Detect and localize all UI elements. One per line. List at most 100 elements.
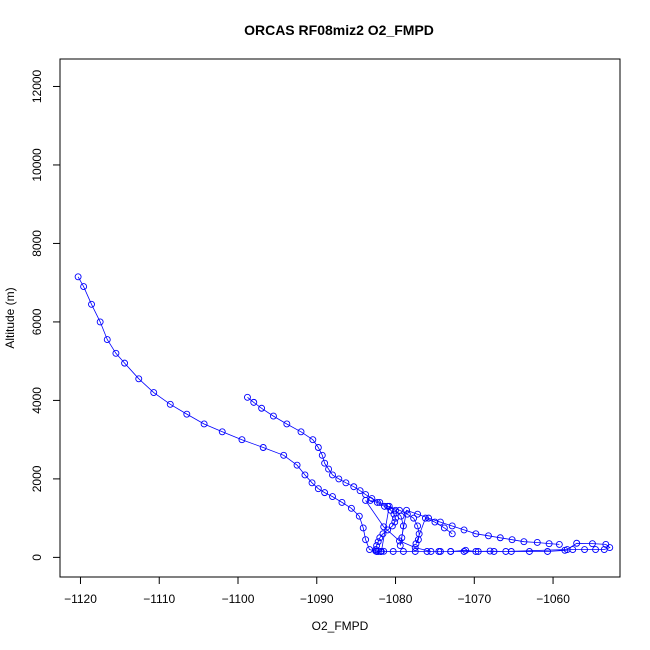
data-point xyxy=(74,273,82,281)
data-point xyxy=(423,548,431,555)
data-series xyxy=(74,273,614,555)
data-point xyxy=(436,548,444,555)
data-point xyxy=(427,548,435,555)
data-point xyxy=(200,420,208,428)
data-point xyxy=(520,538,528,546)
data-point xyxy=(377,548,385,555)
data-point xyxy=(301,471,309,479)
data-point xyxy=(411,548,419,555)
data-point xyxy=(338,498,346,506)
data-point xyxy=(485,532,492,540)
data-point xyxy=(472,548,480,555)
data-point xyxy=(342,479,350,487)
data-point xyxy=(103,336,111,344)
y-tick-label: 10000 xyxy=(30,148,44,182)
data-point xyxy=(410,514,418,522)
data-point xyxy=(399,522,407,530)
data-point xyxy=(368,495,376,502)
y-axis-title: Altitude (m) xyxy=(3,287,17,348)
x-tick-label: −1120 xyxy=(64,592,97,606)
data-point xyxy=(569,546,577,553)
series-line xyxy=(77,276,611,552)
series-layer xyxy=(74,273,614,555)
data-point xyxy=(374,548,382,555)
data-point xyxy=(359,524,367,532)
data-point xyxy=(335,475,343,483)
x-tick-label: −1110 xyxy=(143,592,175,606)
data-point xyxy=(525,548,533,555)
x-tick-label: −1070 xyxy=(457,592,491,606)
data-point xyxy=(283,420,291,428)
data-point xyxy=(396,542,404,550)
data-point xyxy=(308,479,316,487)
data-point xyxy=(362,536,370,544)
data-point xyxy=(422,514,429,522)
data-point xyxy=(356,487,364,495)
data-point xyxy=(490,548,498,555)
data-point xyxy=(362,491,370,499)
y-tick-label: 12000 xyxy=(30,69,44,103)
data-point xyxy=(258,404,266,412)
y-tick-label: 2000 xyxy=(30,465,44,492)
data-point xyxy=(381,502,388,510)
data-point xyxy=(412,540,420,548)
data-point xyxy=(244,393,251,401)
x-tick-label: −1090 xyxy=(300,592,334,606)
y-tick-label: 4000 xyxy=(30,387,44,414)
data-point xyxy=(388,522,396,530)
data-point xyxy=(403,506,411,514)
data-point xyxy=(121,359,129,367)
x-axis-title: O2_FMPD xyxy=(312,619,369,633)
x-tick-label: −1060 xyxy=(536,592,570,606)
data-point xyxy=(321,459,329,467)
data-point xyxy=(602,540,610,548)
data-point xyxy=(183,410,191,418)
data-point xyxy=(376,534,384,542)
data-point xyxy=(496,534,504,542)
data-point xyxy=(80,283,88,291)
data-point xyxy=(588,540,596,548)
data-point xyxy=(135,375,143,383)
data-point xyxy=(448,522,456,530)
data-point xyxy=(166,400,174,408)
data-point xyxy=(259,444,267,451)
data-point xyxy=(462,546,470,554)
data-point xyxy=(414,536,422,544)
data-point xyxy=(474,548,482,555)
data-point xyxy=(280,451,288,459)
data-point xyxy=(238,436,246,444)
data-point xyxy=(592,546,600,553)
data-point xyxy=(88,300,95,308)
data-point xyxy=(385,502,393,510)
data-point xyxy=(440,524,448,532)
data-point xyxy=(318,451,326,459)
data-series xyxy=(244,393,563,550)
data-point xyxy=(355,512,363,520)
data-point xyxy=(96,318,104,326)
data-point xyxy=(472,530,480,538)
data-point xyxy=(563,546,571,553)
data-point xyxy=(399,548,407,555)
data-point xyxy=(373,498,381,506)
y-tick-label: 6000 xyxy=(30,308,44,335)
data-point xyxy=(350,483,358,491)
data-point xyxy=(321,489,329,497)
data-point xyxy=(403,510,411,518)
data-point xyxy=(460,526,468,534)
data-point xyxy=(309,436,317,444)
data-point xyxy=(573,539,581,547)
data-point xyxy=(391,518,399,526)
data-point xyxy=(507,548,515,555)
x-axis: −1120 −1110 −1100 −1090 −1080 −1070 −1060 xyxy=(64,576,570,606)
data-point xyxy=(447,548,455,555)
x-tick-label: −1100 xyxy=(222,592,255,606)
data-point xyxy=(396,506,403,514)
chart-title: ORCAS RF08miz2 O2_FMPD xyxy=(244,22,434,38)
y-axis: 0 2000 4000 6000 8000 10000 12000 xyxy=(30,69,61,561)
data-point xyxy=(390,510,398,518)
data-point xyxy=(389,548,397,555)
data-point xyxy=(502,548,510,555)
data-point xyxy=(314,444,322,451)
plot-frame xyxy=(59,58,621,578)
